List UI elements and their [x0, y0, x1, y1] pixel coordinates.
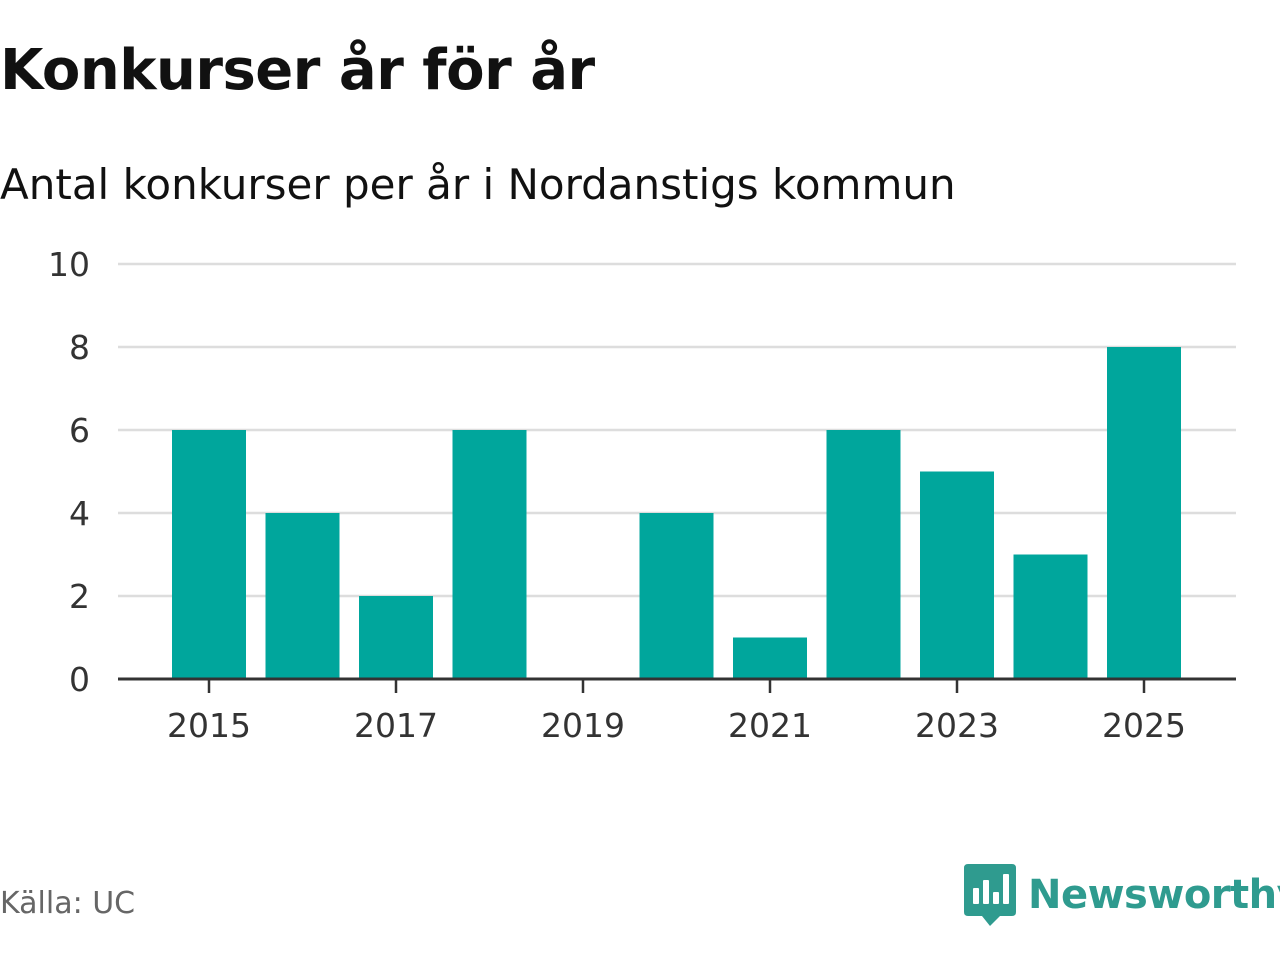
chart-subtitle: Antal konkurser per år i Nordanstigs kom…: [0, 160, 956, 209]
y-tick-label: 8: [69, 328, 90, 367]
x-tick-label: 2019: [541, 706, 625, 745]
x-tick-label: 2017: [354, 706, 438, 745]
brand-logo: Newsworthy: [964, 864, 1280, 926]
brand-name: Newsworthy: [1028, 872, 1280, 918]
x-tick-label: 2015: [167, 706, 251, 745]
bar: [452, 430, 527, 679]
bar: [359, 596, 433, 679]
y-tick-label: 0: [69, 660, 90, 699]
bar: [639, 513, 714, 679]
bar: [733, 637, 807, 679]
y-tick-label: 2: [69, 577, 90, 616]
bar: [920, 471, 994, 679]
y-tick-label: 10: [48, 245, 90, 284]
x-tick-label: 2023: [915, 706, 999, 745]
newsworthy-logo-icon: [964, 864, 1016, 926]
bar: [265, 513, 340, 679]
source-note: Källa: UC: [0, 886, 136, 921]
bar: [1013, 554, 1088, 679]
x-tick-label: 2025: [1102, 706, 1186, 745]
bar: [172, 430, 246, 679]
bar: [1107, 347, 1181, 679]
bar: [826, 430, 901, 679]
chart-title: Konkurser år för år: [0, 38, 595, 103]
y-tick-label: 4: [69, 494, 90, 533]
x-tick-label: 2021: [728, 706, 812, 745]
y-tick-label: 6: [69, 411, 90, 450]
